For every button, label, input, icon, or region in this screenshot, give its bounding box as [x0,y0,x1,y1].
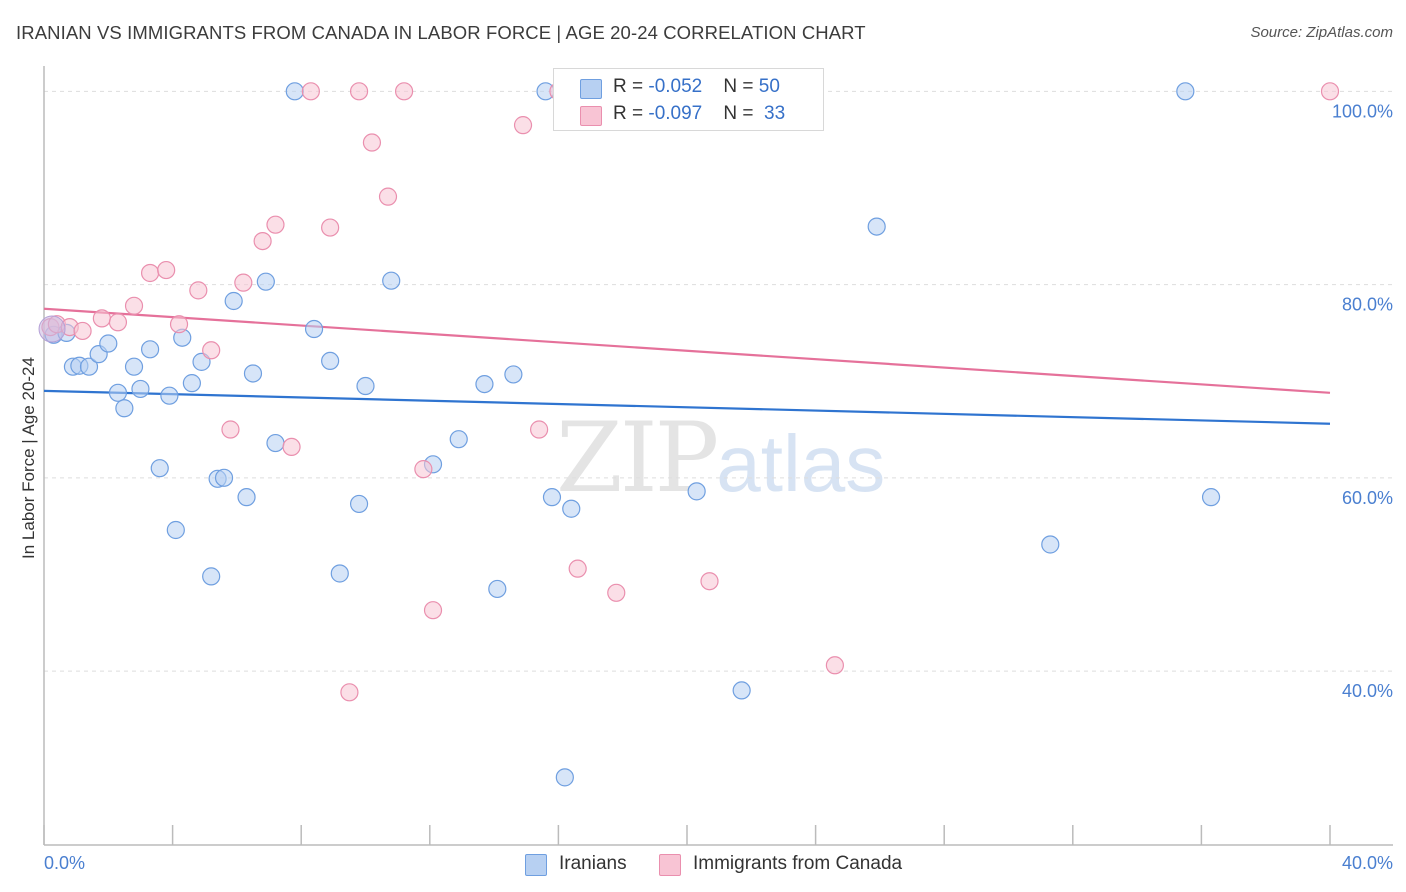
point-iranians [202,567,221,586]
bottom-legend-swatch-pink [659,854,681,876]
point-canada [825,656,844,675]
point-iranians [131,379,150,399]
point-iranians [115,399,134,418]
y-tick-label: 40.0% [1342,681,1393,701]
point-iranians [504,365,523,384]
point-canada [394,82,414,101]
point-canada [362,133,382,152]
point-iranians [488,579,507,599]
point-iranians [1201,488,1221,507]
point-iranians [124,357,144,376]
point-canada [169,315,189,334]
y-tick-label: 60.0% [1342,488,1393,508]
point-canada [340,683,359,702]
axes [43,66,1393,846]
point-iranians [349,494,369,514]
point-canada [321,218,340,237]
point-canada [530,420,549,439]
correlation-legend: R = -0.052 N = 50 R = -0.097 N = 33 [553,68,824,131]
y-tick-label: 100.0% [1332,101,1393,121]
point-iranians [356,376,375,396]
point-iranians [285,82,304,101]
chart-title: IRANIAN VS IMMIGRANTS FROM CANADA IN LAB… [16,22,866,43]
point-canada [221,420,240,439]
bottom-legend-label-iranians: Iranians [559,853,627,874]
point-iranians [1041,535,1060,554]
y-axis-label: In Labor Force | Age 20-24 [19,357,38,559]
point-iranians [140,340,160,359]
point-iranians [449,430,468,449]
legend-text-iranians: R = -0.052 N = 50 [613,76,780,97]
y-tick-label: 80.0% [1342,295,1393,315]
point-canada [157,260,176,280]
point-iranians [1176,82,1195,101]
point-iranians [867,217,886,236]
legend-swatch-blue [580,79,602,99]
point-iranians [166,520,185,540]
point-canada [700,572,719,591]
point-iranians [321,351,340,371]
point-canada [607,583,626,602]
point-iranians [182,374,201,393]
point-canada [301,82,320,101]
point-iranians [99,334,118,353]
point-iranians [330,564,349,583]
source-credit: Source: ZipAtlas.com [1250,24,1393,41]
point-canada [234,273,253,292]
point-canada [253,231,272,251]
point-canada [140,263,160,283]
point-canada [189,281,208,300]
point-canada [282,437,301,457]
point-iranians [555,768,574,787]
point-iranians [243,364,263,383]
point-iranians [79,357,99,376]
point-canada [414,460,433,479]
trend-line-canada [43,307,1331,394]
legend-swatch-pink [580,106,602,126]
point-canada [423,601,443,620]
point-canada [202,341,221,360]
point-iranians [562,499,581,518]
point-iranians [256,272,275,291]
point-canada [378,187,398,206]
point-iranians [150,459,169,478]
point-iranians [382,271,401,290]
point-canada [513,116,533,135]
point-iranians [192,352,211,371]
point-iranians [732,681,751,700]
point-iranians [160,386,179,405]
point-canada [568,559,587,578]
bottom-legend-swatch-blue [525,854,547,876]
point-canada [266,215,285,234]
point-iranians [475,374,494,394]
point-iranians [542,488,562,507]
x-tick-label-min: 0.0% [44,853,85,873]
x-tick-label-max: 40.0% [1342,853,1393,873]
trend-line-iranians [43,389,1331,425]
point-iranians [224,291,243,311]
point-canada [92,309,111,328]
bottom-legend-label-canada: Immigrants from Canada [693,853,903,874]
legend-text-canada: R = -0.097 N = 33 [613,103,786,124]
tick-labels: 40.0% 60.0% 80.0% 100.0% 0.0% 40.0% [44,101,1393,873]
watermark-atlas: atlas [716,419,886,508]
point-canada [73,321,92,341]
data-points [38,82,1340,787]
trend-lines [43,307,1331,425]
point-iranians [266,433,285,453]
point-iranians [214,468,234,487]
point-canada [1320,82,1340,101]
point-iranians [304,319,324,339]
point-cluster-overlap [38,315,66,343]
point-canada [124,296,144,315]
point-iranians [237,488,256,507]
point-canada [108,313,128,332]
grid-lines [44,90,1393,672]
point-iranians [687,482,706,501]
point-canada [349,82,369,101]
point-iranians [108,383,128,402]
